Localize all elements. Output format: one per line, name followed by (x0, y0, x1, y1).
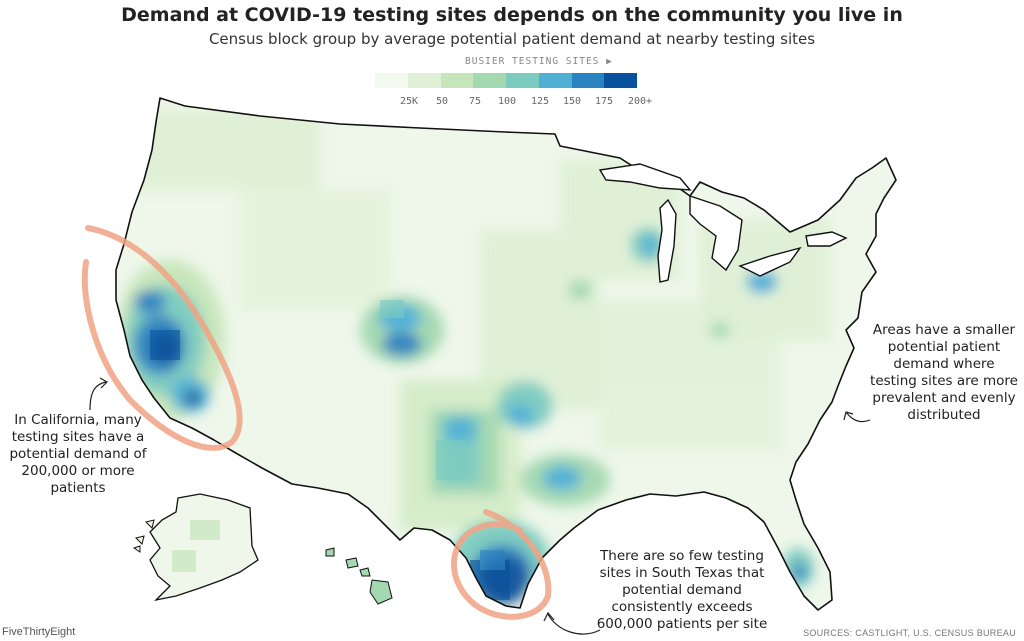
legend-tick-label: 50 (435, 96, 449, 107)
legend-tick-label: 125 (530, 96, 550, 107)
legend-swatch (538, 73, 572, 88)
credit-fivethirtyeight: FiveThirtyEight (2, 626, 76, 638)
great-lakes (598, 163, 848, 283)
hawaii (325, 547, 393, 605)
california-arrowhead (99, 377, 108, 389)
chart-subtitle: Census block group by average potential … (208, 30, 816, 48)
legend-swatch (440, 73, 474, 88)
california-annotation: In California, many testing sites have a… (9, 412, 147, 496)
south-texas-arrow (547, 613, 601, 635)
lake-michigan (657, 198, 677, 283)
east-annotation: Areas have a smaller potential patient d… (870, 322, 1018, 423)
lake-ontario (805, 231, 848, 247)
legend-swatch (375, 73, 408, 88)
south-texas-highlight-ring (451, 509, 552, 620)
legend-swatch (604, 73, 637, 88)
legend-tick-label: 100 (497, 96, 517, 107)
legend-swatch (407, 73, 441, 88)
legend-tick-label: 150 (562, 96, 582, 107)
sources-note: SOURCES: CASTLIGHT, U.S. CENSUS BUREAU (803, 628, 1016, 638)
south-texas-arrowhead (543, 611, 555, 622)
annotation-arrows (89, 377, 871, 635)
legend-swatch (506, 73, 539, 88)
legend-tick-label: 25K (399, 96, 419, 107)
california-highlight-ring (81, 225, 243, 451)
legend-tick-label: 200+ (627, 96, 653, 107)
aleutian-islands (132, 519, 155, 553)
legend-tick-label: 75 (468, 96, 482, 107)
legend-heading: BUSIER TESTING SITES ▶ (465, 56, 613, 67)
chart-title: Demand at COVID-19 testing sites depends… (121, 4, 903, 26)
legend-swatch (571, 73, 605, 88)
highlight-marks (81, 225, 552, 620)
california-arrow (89, 381, 107, 411)
contiguous-us-outline (115, 97, 897, 611)
alaska (149, 493, 259, 602)
east-arrow (845, 411, 871, 423)
legend-swatch (473, 73, 506, 88)
alaska-texture (172, 520, 220, 572)
legend-swatches (375, 73, 637, 88)
south-texas-annotation: There are so few testing sites in South … (596, 548, 768, 632)
lake-erie (738, 246, 802, 277)
lake-huron (689, 195, 743, 272)
legend-tick-label: 175 (594, 96, 614, 107)
lake-superior (598, 163, 692, 191)
east-arrowhead (843, 411, 854, 421)
